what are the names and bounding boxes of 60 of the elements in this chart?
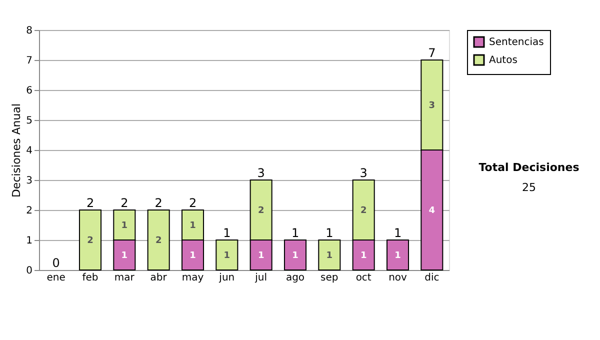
- x-tick-label: feb: [82, 272, 98, 284]
- legend-label: Sentencias: [489, 37, 544, 48]
- data-label: 2: [258, 206, 264, 216]
- y-tick-label: 3: [26, 176, 32, 186]
- legend-label: Autos: [489, 55, 518, 66]
- x-tick-label: oct: [356, 272, 372, 284]
- x-tick-label: may: [182, 272, 204, 284]
- y-tick-label: 0: [26, 266, 32, 276]
- data-label: 2: [87, 236, 94, 246]
- data-label: 2: [155, 236, 162, 246]
- data-label: 1: [258, 251, 264, 261]
- bar: [78, 210, 102, 270]
- y-tick-label: 5: [26, 116, 32, 126]
- bar: [216, 240, 238, 270]
- y-tick-label: 1: [26, 236, 32, 246]
- total-label: 3: [257, 166, 265, 180]
- bar: [318, 240, 341, 270]
- data-label: 1: [190, 251, 196, 261]
- x-tick-label: mar: [114, 272, 136, 284]
- total-label: 0: [52, 256, 60, 270]
- bar: [284, 240, 307, 270]
- total-label: 1: [326, 226, 334, 240]
- total-label: 3: [360, 166, 368, 180]
- x-tick-label: jun: [218, 272, 235, 284]
- y-tick-label: 8: [26, 26, 32, 36]
- data-label: 1: [121, 221, 128, 231]
- total-label: 2: [154, 196, 162, 210]
- data-label: 2: [360, 206, 367, 216]
- data-label: 1: [326, 251, 333, 261]
- data-label: 1: [121, 251, 128, 261]
- y-tick-label: 2: [26, 206, 32, 216]
- x-tick-label: jul: [254, 272, 268, 284]
- data-label: 1: [292, 251, 298, 261]
- bar: [386, 240, 410, 270]
- text: Total Decisiones: [478, 161, 580, 174]
- total-label: 2: [86, 196, 94, 210]
- bar: [147, 210, 170, 270]
- data-label: 1: [190, 221, 196, 231]
- total-label: 1: [223, 226, 231, 240]
- y-tick-label: 6: [26, 86, 32, 96]
- y-tick-label: 4: [26, 146, 32, 156]
- x-tick-label: dic: [424, 272, 440, 284]
- y-axis-title: Decisiones Anual: [10, 103, 24, 198]
- total-label: 2: [188, 196, 197, 210]
- data-label: 1: [224, 251, 230, 261]
- data-label: 3: [428, 101, 436, 111]
- x-tick-label: ago: [286, 272, 305, 284]
- total-label: 7: [428, 46, 436, 60]
- total-label: 2: [120, 196, 128, 210]
- text: 25: [522, 181, 536, 194]
- total-label: 1: [394, 226, 402, 240]
- x-tick-label: nov: [388, 272, 408, 284]
- x-tick-label: ene: [46, 272, 66, 284]
- data-label: 1: [394, 251, 401, 261]
- y-tick-label: 7: [26, 56, 32, 66]
- data-label: 1: [360, 251, 367, 261]
- x-tick-label: sep: [320, 272, 338, 284]
- x-tick-label: abr: [150, 272, 168, 284]
- data-label: 4: [428, 206, 436, 216]
- total-label: 1: [291, 226, 300, 240]
